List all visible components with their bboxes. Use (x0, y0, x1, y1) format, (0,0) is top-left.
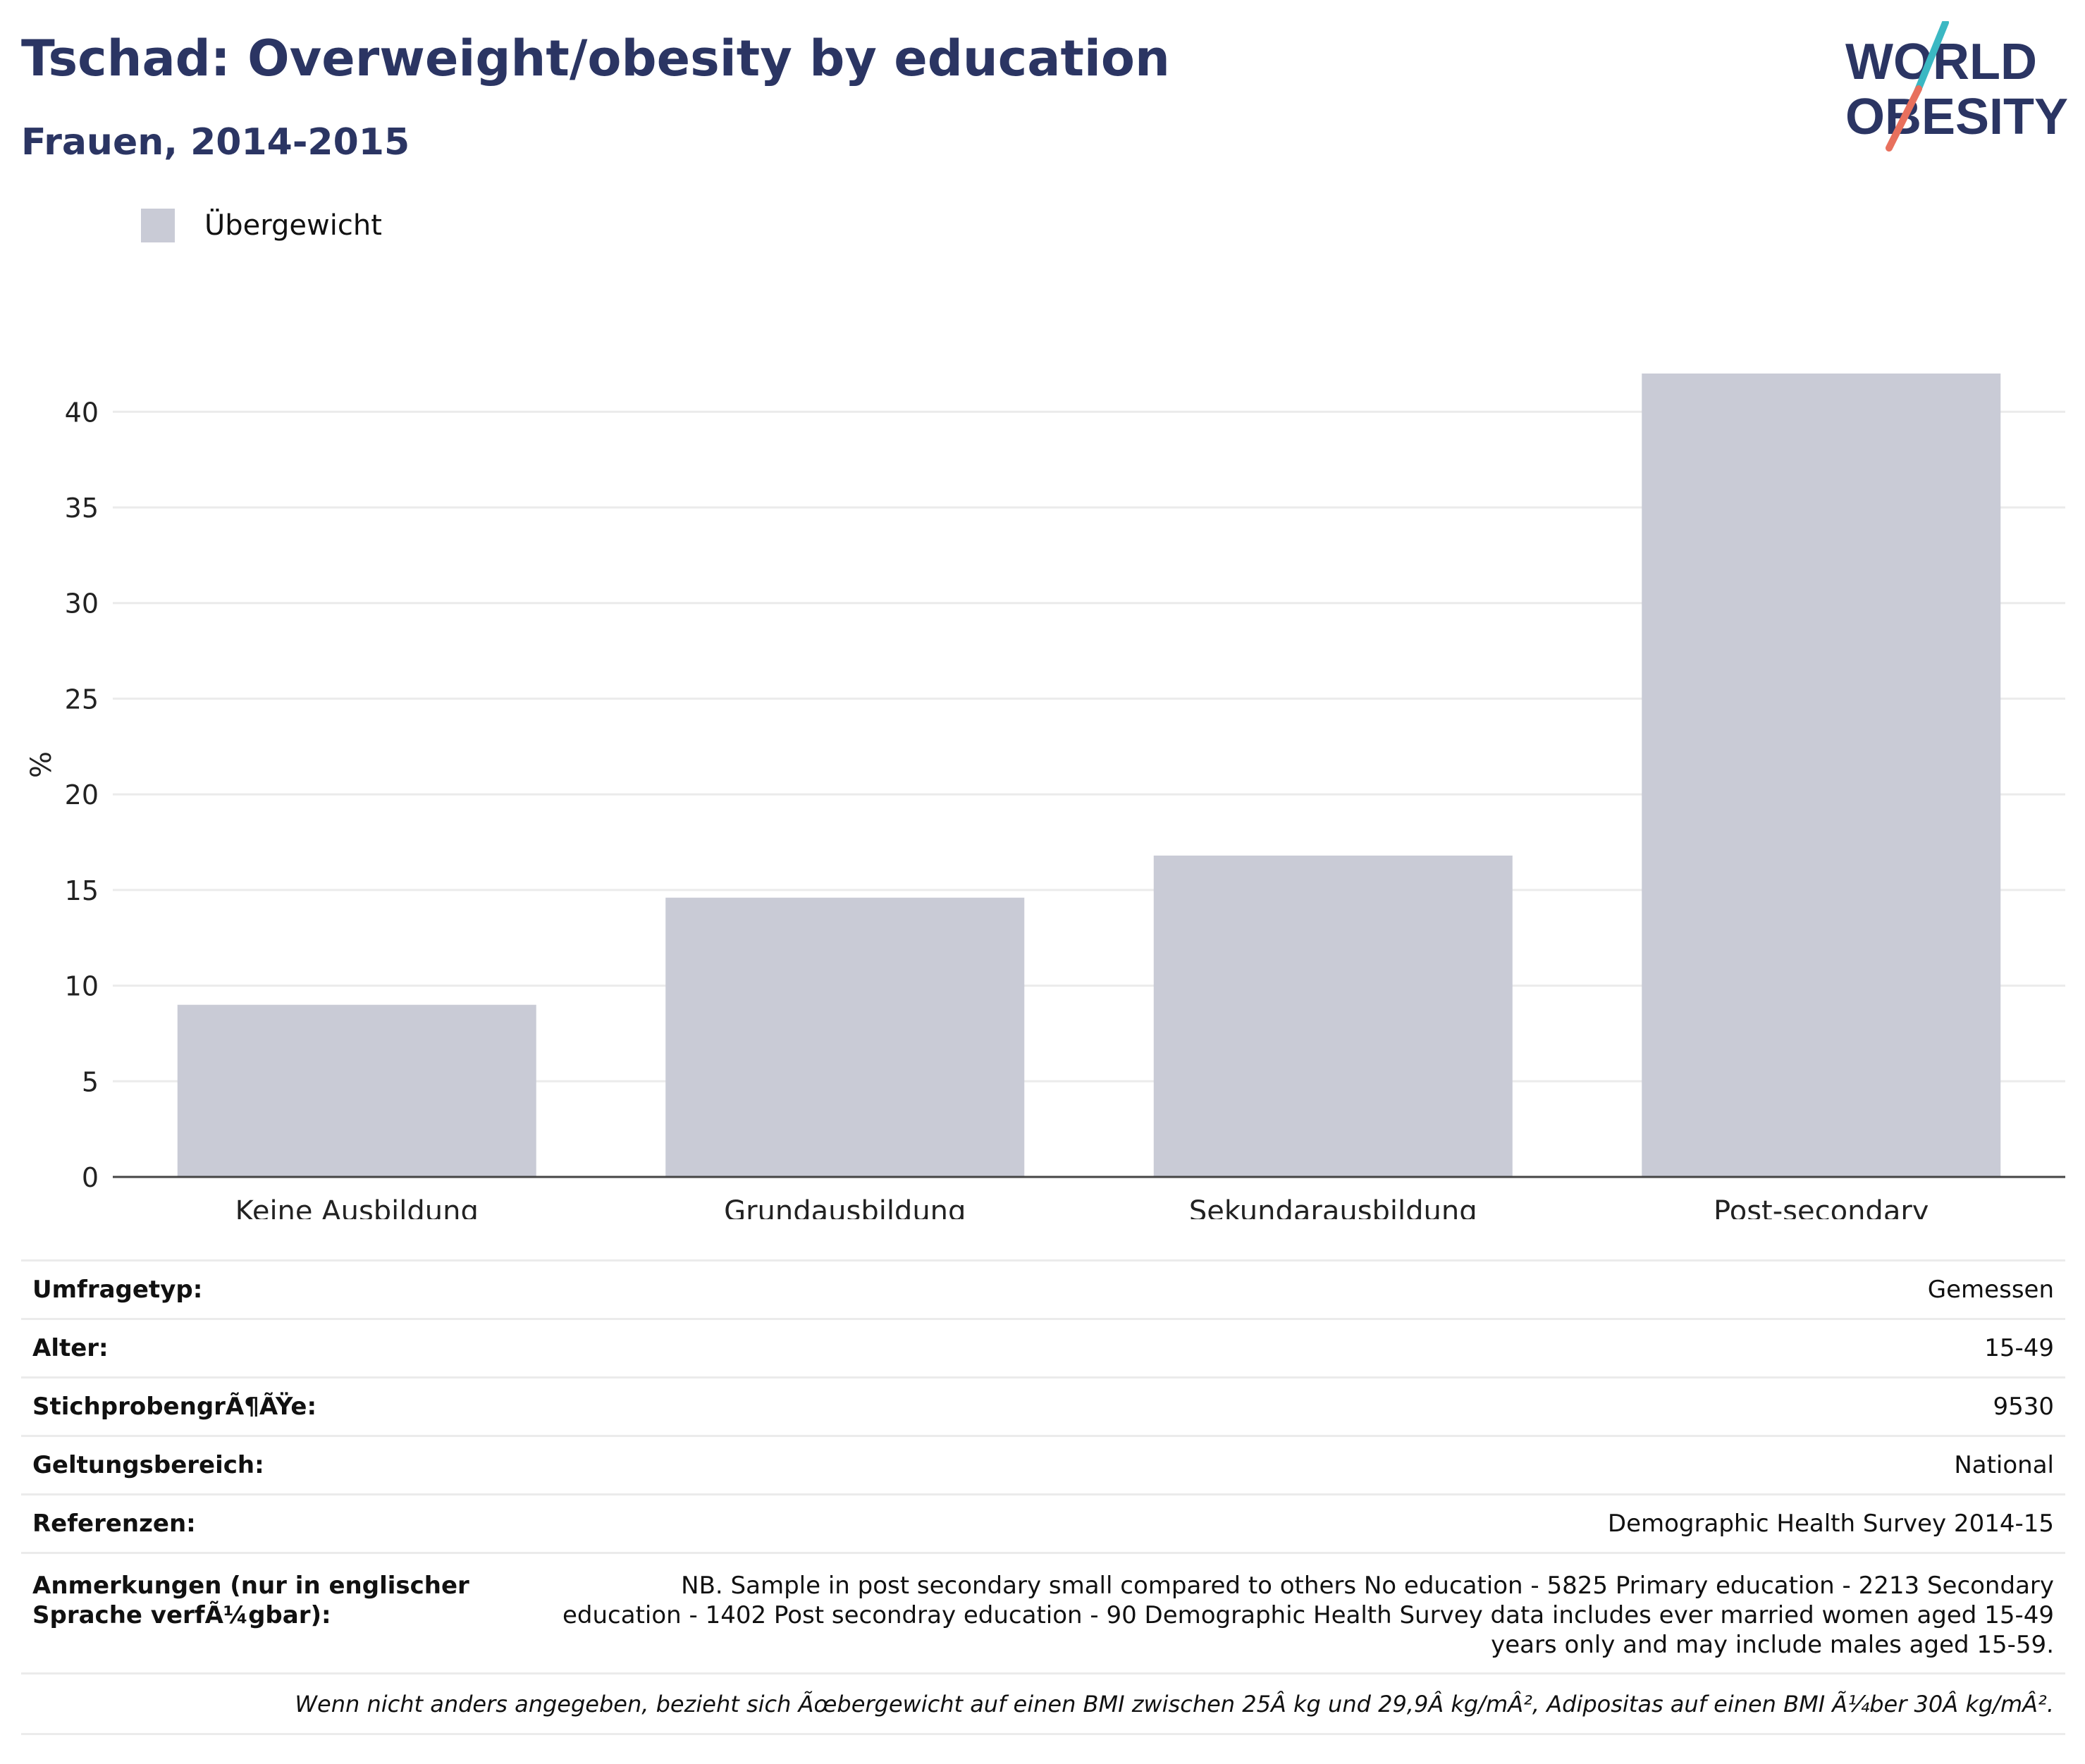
bmi-footnote-text: Wenn nicht anders angegeben, bezieht sic… (295, 1690, 2054, 1717)
bar (1153, 856, 1513, 1177)
y-tick-label: 15 (65, 875, 99, 906)
bar (177, 1004, 536, 1177)
bar-chart: 0 5 10 15 20 25 30 35 40% Keine Ausbildung Grundau… (25, 374, 2065, 1219)
y-tick-label: 30 (65, 588, 99, 619)
y-tick-label: 5 (82, 1066, 99, 1097)
bar (1642, 374, 2001, 1177)
y-tick-label: 10 (65, 971, 99, 1002)
legend-label: Übergewicht (204, 209, 382, 242)
metadata-row-sample-size: StichprobengrÃ¶ÃŸe: 9530 (21, 1376, 2065, 1435)
sample-size-label: StichprobengrÃ¶ÃŸe: (32, 1393, 317, 1421)
metadata-row-references: Referenzen: Demographic Health Survey 20… (21, 1493, 2065, 1552)
survey-type-label: Umfragetyp: (32, 1276, 203, 1304)
metadata-table: Umfragetyp: Gemessen Alter: 15-49 Stichp… (21, 1259, 2065, 1735)
bar (665, 897, 1025, 1177)
survey-type-value: Gemessen (1927, 1276, 2054, 1304)
x-tick-label: Post-secondary (1714, 1195, 1929, 1219)
chart-subtitle: Frauen, 2014-2015 (21, 121, 410, 164)
metadata-row-notes: Anmerkungen (nur in englischer Sprache v… (21, 1552, 2065, 1672)
metadata-row-survey-type: Umfragetyp: Gemessen (21, 1259, 2065, 1318)
y-tick-label: 25 (65, 684, 99, 715)
age-label: Alter: (32, 1334, 109, 1362)
chart-legend: Übergewicht (141, 209, 382, 242)
age-value: 15-49 (1984, 1334, 2054, 1362)
references-label: Referenzen: (32, 1510, 196, 1538)
metadata-row-coverage: Geltungsbereich: National (21, 1435, 2065, 1493)
y-tick-label: 20 (65, 779, 99, 810)
y-axis-title: % (25, 751, 58, 778)
logo-slash-coral (1886, 85, 1922, 152)
sample-size-value: 9530 (1993, 1393, 2054, 1421)
x-tick-label: Grundausbildung (724, 1195, 966, 1219)
y-tick-label: 0 (82, 1162, 99, 1193)
logo-slash-teal (1914, 21, 1949, 95)
x-tick-label: Sekundarausbildung (1189, 1195, 1477, 1219)
notes-value: NB. Sample in post secondary small compa… (562, 1572, 2054, 1659)
logo-word-obesity: OBESITY (1845, 89, 2068, 145)
world-obesity-logo: WORLD OBESITY (1845, 21, 2068, 152)
notes-label: Anmerkungen (nur in englischer Sprache v… (32, 1572, 469, 1629)
coverage-label: Geltungsbereich: (32, 1451, 264, 1479)
bmi-footnote: Wenn nicht anders angegeben, bezieht sic… (21, 1672, 2065, 1735)
y-tick-label: 40 (65, 397, 99, 428)
references-value: Demographic Health Survey 2014-15 (1607, 1510, 2054, 1538)
legend-swatch (141, 209, 175, 242)
coverage-value: National (1954, 1451, 2054, 1479)
x-tick-label: Keine Ausbildung (235, 1195, 479, 1219)
metadata-row-age: Alter: 15-49 (21, 1318, 2065, 1376)
y-tick-label: 35 (65, 493, 99, 524)
logo-word-world: WORLD (1845, 34, 2037, 90)
chart-title: Tschad: Overweight/obesity by education (21, 30, 1170, 87)
